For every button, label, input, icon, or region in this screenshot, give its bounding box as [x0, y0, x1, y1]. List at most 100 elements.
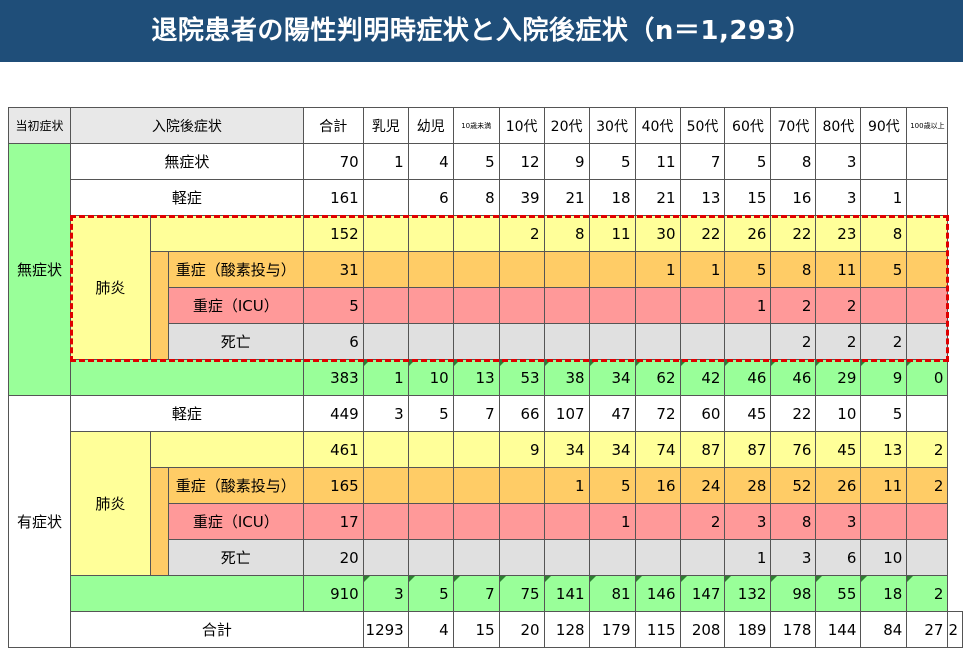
age-count-cell	[906, 539, 949, 576]
age-count-cell: 13	[452, 359, 500, 396]
age-count-cell	[407, 251, 454, 288]
age-count-cell: 98	[770, 575, 817, 612]
row-total-cell: 6	[302, 323, 364, 360]
age-count-cell: 13	[679, 179, 726, 216]
age-count-cell	[452, 251, 500, 288]
age-count-cell: 2	[498, 215, 545, 252]
age-count-cell	[452, 323, 500, 360]
age-count-cell	[498, 539, 545, 576]
age-count-cell	[452, 215, 500, 252]
age-count-cell: 3	[724, 503, 772, 540]
subtotal-label	[69, 575, 304, 612]
age-count-cell: 9	[498, 431, 545, 468]
age-count-cell: 5	[588, 467, 636, 504]
row-label-death: 死亡	[167, 323, 304, 360]
header-age: 80代	[815, 107, 862, 144]
age-count-cell: 1	[362, 359, 409, 396]
age-count-cell: 10	[860, 539, 908, 576]
age-count-cell	[407, 215, 454, 252]
age-count-cell	[906, 323, 949, 360]
age-count-cell: 34	[588, 431, 636, 468]
age-count-cell	[906, 287, 949, 324]
patient-symptom-table: 当初症状 入院後症状 合計 乳児 幼児 10歳未満 10代 20代 30代 40…	[8, 107, 963, 648]
age-count-cell: 55	[815, 575, 862, 612]
row-label-severe-icu: 重症（ICU）	[167, 287, 304, 324]
header-age: 30代	[588, 107, 636, 144]
age-count-cell	[362, 179, 409, 216]
age-count-cell: 1	[724, 287, 772, 324]
row-label-death: 死亡	[167, 539, 304, 576]
age-count-cell	[588, 287, 636, 324]
age-count-cell	[407, 503, 454, 540]
header-age: 90代	[860, 107, 908, 144]
age-count-cell	[860, 143, 908, 180]
age-count-cell	[906, 395, 949, 432]
age-count-cell: 115	[634, 611, 681, 648]
age-count-cell	[543, 503, 590, 540]
age-count-cell: 24	[679, 467, 726, 504]
age-count-cell	[906, 179, 949, 216]
age-count-cell: 87	[679, 431, 726, 468]
age-count-cell	[362, 215, 409, 252]
age-count-cell: 2	[770, 287, 817, 324]
age-count-cell: 72	[634, 395, 681, 432]
grand-total-label: 合計	[69, 611, 364, 648]
age-count-cell: 1	[634, 251, 681, 288]
row-label-mild: 軽症	[69, 179, 304, 216]
age-count-cell	[362, 503, 409, 540]
age-count-cell: 47	[588, 395, 636, 432]
row-label-severe-icu: 重症（ICU）	[167, 503, 304, 540]
age-count-cell: 3	[815, 503, 862, 540]
age-count-cell: 5	[724, 143, 772, 180]
age-count-cell	[498, 251, 545, 288]
row-total-cell: 20	[302, 539, 364, 576]
age-count-cell: 2	[770, 323, 817, 360]
age-count-cell: 81	[588, 575, 636, 612]
age-count-cell: 0	[906, 359, 949, 396]
age-count-cell: 4	[407, 143, 454, 180]
age-count-cell: 2	[860, 323, 908, 360]
age-count-cell: 22	[770, 215, 817, 252]
row-total-cell: 161	[302, 179, 364, 216]
age-count-cell: 84	[860, 611, 908, 648]
age-count-cell: 15	[452, 611, 500, 648]
age-count-cell: 144	[815, 611, 862, 648]
age-count-cell: 7	[679, 143, 726, 180]
age-count-cell: 60	[679, 395, 726, 432]
age-count-cell: 11	[860, 467, 908, 504]
age-count-cell	[498, 467, 545, 504]
age-count-cell	[679, 323, 726, 360]
age-count-cell: 10	[407, 359, 454, 396]
age-count-cell: 29	[815, 359, 862, 396]
row-total-cell: 17	[302, 503, 364, 540]
row-total-cell: 383	[302, 359, 364, 396]
age-count-cell	[634, 539, 681, 576]
age-count-cell	[407, 431, 454, 468]
age-count-cell: 52	[770, 467, 817, 504]
age-count-cell: 76	[770, 431, 817, 468]
age-count-cell: 189	[724, 611, 772, 648]
age-count-cell	[860, 503, 908, 540]
age-count-cell: 1	[860, 179, 908, 216]
subtotal-label	[69, 359, 304, 396]
age-count-cell: 34	[588, 359, 636, 396]
age-count-cell	[634, 323, 681, 360]
age-count-cell: 8	[543, 215, 590, 252]
age-count-cell: 34	[543, 431, 590, 468]
age-count-cell	[407, 467, 454, 504]
age-count-cell	[498, 287, 545, 324]
age-count-cell: 42	[679, 359, 726, 396]
age-count-cell: 39	[498, 179, 545, 216]
header-total: 合計	[302, 107, 364, 144]
age-count-cell	[543, 539, 590, 576]
age-count-cell	[906, 503, 949, 540]
header-age: 40代	[634, 107, 681, 144]
row-label-severe-oxygen: 重症（酸素投与）	[167, 467, 304, 504]
age-count-cell	[543, 287, 590, 324]
age-count-cell: 28	[724, 467, 772, 504]
row-label-mild: 軽症	[69, 395, 304, 432]
age-count-cell: 46	[770, 359, 817, 396]
age-count-cell	[498, 503, 545, 540]
age-count-cell	[362, 539, 409, 576]
row-label-severe-oxygen: 重症（酸素投与）	[167, 251, 304, 288]
